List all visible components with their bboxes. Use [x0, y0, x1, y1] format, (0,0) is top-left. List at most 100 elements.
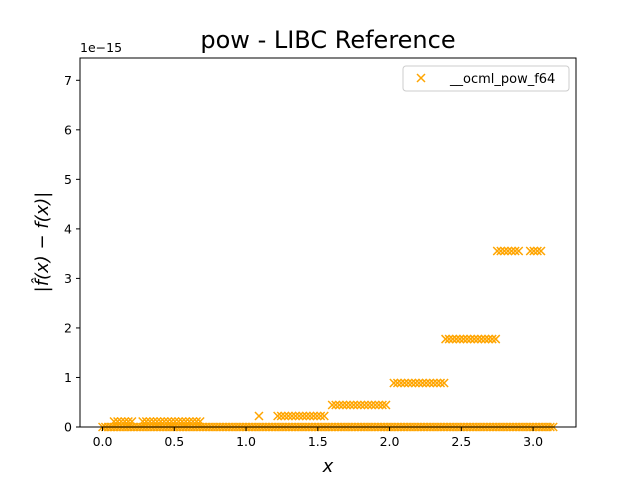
data-point	[473, 334, 483, 344]
data-point	[514, 246, 524, 256]
data-point	[363, 400, 373, 410]
data-point	[507, 246, 517, 256]
data-point	[487, 334, 497, 344]
data-point	[305, 411, 315, 421]
legend: __ocml_pow_f64	[402, 65, 570, 92]
y-tick-label: 2	[64, 320, 72, 335]
data-point	[113, 416, 123, 427]
data-point	[301, 411, 311, 421]
data-point	[432, 378, 442, 388]
data-point	[374, 400, 384, 410]
data-point	[138, 416, 148, 427]
data-point	[273, 411, 283, 421]
data-point	[192, 416, 202, 427]
x-tick-label: 1.5	[308, 434, 328, 449]
data-point	[319, 411, 329, 421]
legend-box	[402, 65, 570, 92]
data-point	[400, 378, 410, 388]
data-point	[177, 416, 187, 427]
data-point	[188, 416, 198, 427]
data-point	[491, 334, 501, 344]
data-point	[469, 334, 479, 344]
y-tick-label: 5	[64, 172, 72, 187]
data-point	[156, 416, 166, 427]
data-point	[476, 334, 486, 344]
data-point	[455, 334, 465, 344]
data-point	[359, 400, 369, 410]
data-point	[174, 416, 184, 427]
data-point	[166, 416, 176, 427]
data-point	[428, 378, 438, 388]
data-point	[341, 400, 352, 410]
data-point	[120, 416, 130, 427]
data-point	[152, 416, 162, 427]
x-tick-label: 2.0	[380, 434, 400, 449]
y-tick-label: 1	[64, 370, 72, 385]
data-point	[276, 411, 286, 421]
data-point	[403, 378, 413, 388]
legend-marker	[416, 73, 426, 83]
data-point	[418, 378, 428, 388]
data-point	[181, 416, 191, 427]
data-point	[141, 416, 151, 427]
data-point	[291, 411, 301, 421]
data-point	[312, 411, 322, 421]
data-point	[148, 416, 159, 427]
data-point	[441, 334, 451, 344]
data-point	[294, 411, 304, 421]
data-point	[389, 378, 399, 388]
data-point	[345, 400, 355, 410]
y-tick-label: 3	[64, 271, 72, 286]
y-offset-label: 1e−15	[80, 40, 122, 55]
data-point	[123, 416, 133, 427]
data-point	[439, 378, 449, 388]
x-tick-label: 0.0	[93, 434, 113, 449]
data-point	[536, 246, 546, 256]
x-tick-label: 2.5	[451, 434, 471, 449]
x-axis-ticks: 0.0 0.5 1.0 1.5 2.0 2.5 3.0	[93, 427, 543, 449]
y-tick-label: 6	[64, 122, 72, 137]
data-point	[163, 416, 173, 427]
data-point	[170, 416, 180, 427]
data-point	[338, 400, 348, 410]
data-point	[462, 334, 472, 344]
data-point	[377, 400, 387, 410]
data-point	[331, 400, 341, 410]
y-axis-ticks: 0 1 2 3 4 5 6 7	[64, 73, 80, 435]
data-point	[525, 246, 535, 256]
data-point	[352, 400, 362, 410]
data-point	[298, 411, 308, 421]
data-point	[448, 334, 458, 344]
data-point	[349, 400, 359, 410]
data-point	[529, 246, 539, 256]
data-point	[421, 378, 431, 388]
legend-label: __ocml_pow_f64	[449, 72, 555, 87]
chart-title: pow - LIBC Reference	[200, 26, 455, 54]
data-point	[370, 400, 380, 410]
data-point	[381, 400, 391, 410]
data-point	[145, 416, 155, 427]
data-point	[466, 334, 476, 344]
data-point	[407, 378, 417, 388]
data-point	[116, 416, 126, 427]
data-point	[327, 400, 337, 410]
x-tick-label: 3.0	[523, 434, 543, 449]
data-point	[334, 400, 344, 410]
data-point	[484, 334, 494, 344]
plot-area-frame	[79, 57, 577, 428]
y-tick-label: 4	[64, 221, 72, 236]
data-point	[396, 378, 406, 388]
data-point	[356, 400, 366, 410]
y-tick-label: 7	[64, 73, 72, 88]
data-point	[480, 334, 490, 344]
data-point	[492, 246, 502, 256]
data-point	[184, 416, 194, 427]
data-point	[435, 378, 446, 388]
data-point	[496, 246, 506, 256]
data-point	[280, 411, 290, 421]
data-point	[316, 411, 326, 421]
data-point	[532, 246, 542, 256]
data-point	[283, 411, 293, 421]
data-point	[510, 246, 520, 256]
